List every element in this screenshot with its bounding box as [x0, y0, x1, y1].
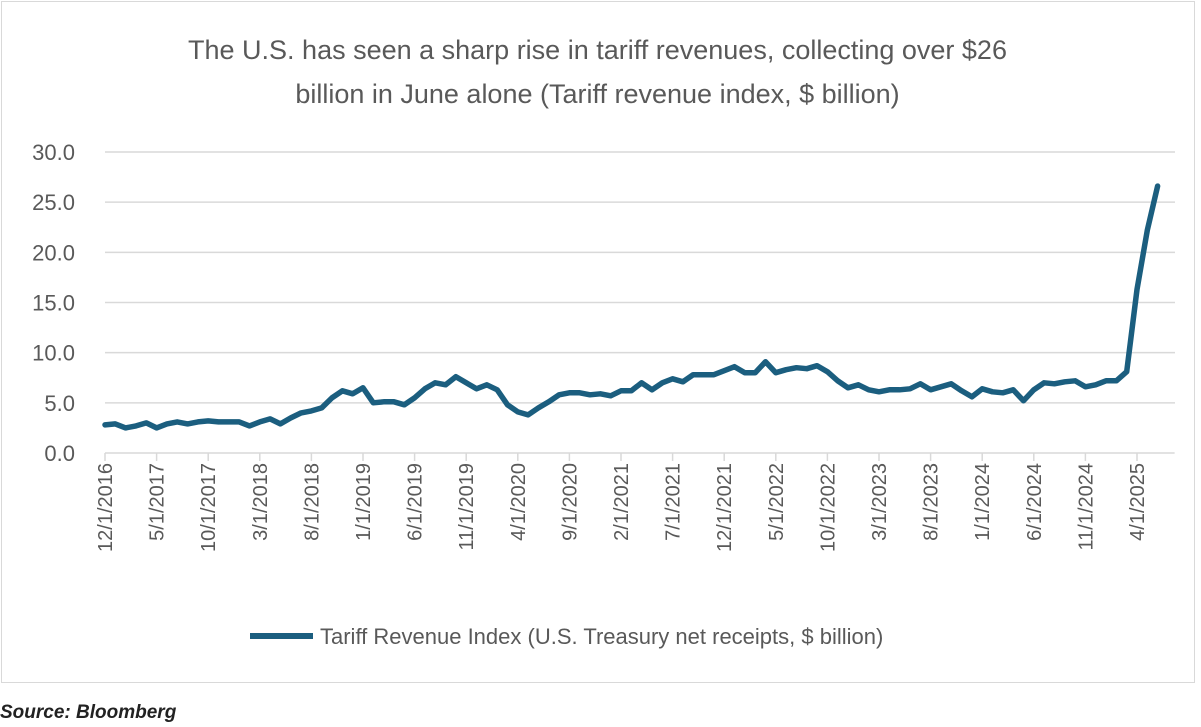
x-tick-label: 2/1/2021	[611, 463, 633, 541]
x-tick-label: 4/1/2020	[508, 463, 530, 541]
x-tick-label: 5/1/2022	[766, 463, 788, 541]
x-tick-label: 7/1/2021	[663, 463, 685, 541]
x-tick-label: 11/1/2019	[456, 463, 478, 551]
series-lines	[102, 183, 1161, 431]
x-tick-label: 1/1/2019	[353, 463, 375, 541]
x-tick-label: 1/1/2024	[972, 463, 994, 541]
y-tick-label: 20.0	[32, 240, 75, 265]
y-tick-label: 10.0	[32, 341, 75, 366]
series-line	[102, 183, 1161, 431]
chart-title-line-1: The U.S. has seen a sharp rise in tariff…	[188, 35, 1007, 65]
y-axis-tick-labels: 0.0 5.0 10.0 15.0 20.0 25.0 30.0	[32, 140, 75, 466]
x-tick-label: 8/1/2023	[921, 463, 943, 541]
y-tick-label: 0.0	[44, 441, 75, 466]
x-tick-label: 8/1/2018	[301, 463, 323, 541]
chart-title-line-2: billion in June alone (Tariff revenue in…	[295, 79, 900, 109]
y-tick-label: 5.0	[44, 391, 75, 416]
x-tick-label: 3/1/2023	[869, 463, 891, 541]
chart-frame	[1, 1, 1195, 683]
x-tick-label: 11/1/2024	[1075, 463, 1097, 551]
line-chart: 0.0 5.0 10.0 15.0 20.0 25.0 30.0 12/1/2016 5/1/…	[32, 140, 1175, 649]
x-tick-label: 12/1/2016	[95, 463, 117, 552]
chart-title: The U.S. has seen a sharp rise in tariff…	[0, 28, 1195, 116]
legend-label: Tariff Revenue Index (U.S. Treasury net …	[320, 624, 883, 649]
x-tick-label: 12/1/2021	[714, 463, 736, 552]
x-tick-label: 6/1/2024	[1024, 463, 1046, 541]
x-tick-label: 4/1/2025	[1127, 463, 1149, 541]
y-tick-label: 30.0	[32, 140, 75, 165]
x-tick-label: 9/1/2020	[559, 463, 581, 541]
x-axis-tick-labels: 12/1/2016 5/1/2017 10/1/2017 3/1/2018 8/1/20…	[95, 463, 1149, 552]
y-tick-label: 15.0	[32, 291, 75, 316]
y-tick-label: 25.0	[32, 190, 75, 215]
x-tick-label: 10/1/2022	[817, 463, 839, 552]
x-tick-label: 6/1/2019	[405, 463, 427, 541]
x-tick-label: 10/1/2017	[198, 463, 220, 552]
x-axis	[104, 452, 1175, 461]
x-tick-label: 5/1/2017	[147, 463, 169, 541]
x-tick-label: 3/1/2018	[250, 463, 272, 541]
legend: Tariff Revenue Index (U.S. Treasury net …	[250, 624, 883, 649]
gridlines	[105, 151, 1175, 404]
source-note: Source: Bloomberg	[0, 702, 177, 723]
